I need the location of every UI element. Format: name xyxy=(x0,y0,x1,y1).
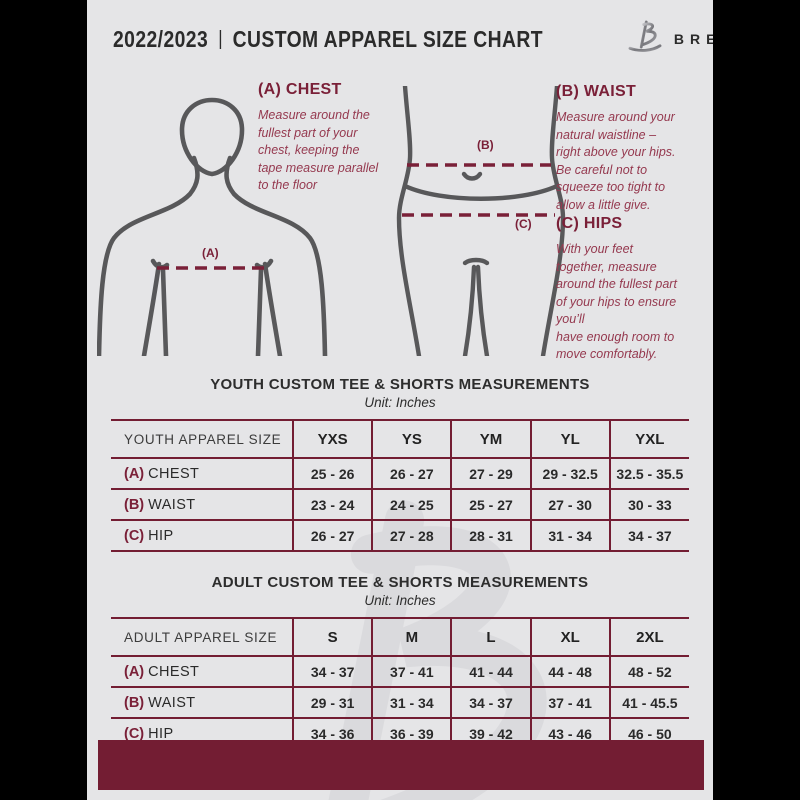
breakaway-b-logo-icon xyxy=(625,19,665,60)
header-separator: | xyxy=(218,27,223,50)
column-header: YM xyxy=(450,419,531,459)
row-label: (C) HIP xyxy=(111,519,294,552)
row-label: (B) WAIST xyxy=(111,488,294,521)
hips-instructions: (C) HIPS With your feet together, measur… xyxy=(556,215,713,364)
marker-a-label: (A) xyxy=(202,246,219,260)
table-cell: 44 - 48 xyxy=(529,655,610,688)
brand-block: BREAKAWAY xyxy=(625,19,713,60)
table-cell: 31 - 34 xyxy=(529,519,610,552)
row-name: CHEST xyxy=(148,465,200,482)
table-row: (A) CHEST 25 - 26 26 - 27 27 - 29 29 - 32… xyxy=(111,457,689,490)
column-header: S xyxy=(292,617,373,657)
table-cell: 27 - 29 xyxy=(450,457,531,490)
hips-heading: (C) HIPS xyxy=(556,215,623,232)
column-header: L xyxy=(450,617,531,657)
column-header: YS xyxy=(371,419,452,459)
row-label: (A) CHEST xyxy=(111,655,294,688)
row-key: (C) xyxy=(124,527,145,544)
column-header: ADULT APPAREL SIZE xyxy=(111,617,294,657)
waist-heading: (B) WAIST xyxy=(556,83,637,100)
row-key: (B) xyxy=(124,694,145,711)
table-cell: 41 - 45.5 xyxy=(608,686,689,719)
adult-table-unit: Unit: Inches xyxy=(364,593,436,608)
header-year: 2022/2023 xyxy=(113,25,209,52)
table-cell: 31 - 34 xyxy=(371,686,452,719)
table-cell: 25 - 27 xyxy=(450,488,531,521)
measurement-diagram-section: (A) (B) (C) (A) CHEST Measure around the… xyxy=(87,78,713,367)
column-header: YOUTH APPAREL SIZE xyxy=(111,419,294,459)
footer-accent-bar xyxy=(98,740,704,790)
table-cell: 41 - 44 xyxy=(450,655,531,688)
table-cell: 28 - 31 xyxy=(450,519,531,552)
table-row: (C) HIP 26 - 27 27 - 28 28 - 31 31 - 34 3… xyxy=(111,519,689,552)
row-name: HIP xyxy=(148,527,174,544)
table-cell: 29 - 31 xyxy=(292,686,373,719)
size-chart-page: 2022/2023 | CUSTOM APPAREL SIZE CHART xyxy=(87,0,713,800)
column-header: YXS xyxy=(292,419,373,459)
marker-b-label: (B) xyxy=(477,138,494,152)
table-cell: 37 - 41 xyxy=(371,655,452,688)
row-name: HIP xyxy=(148,725,174,742)
row-key: (A) xyxy=(124,663,145,680)
table-row: (B) WAIST 23 - 24 24 - 25 25 - 27 27 - 30… xyxy=(111,488,689,521)
table-cell: 48 - 52 xyxy=(608,655,689,688)
row-key: (A) xyxy=(124,465,145,482)
table-cell: 32.5 - 35.5 xyxy=(608,457,689,490)
row-label: (B) WAIST xyxy=(111,686,294,719)
table-cell: 27 - 30 xyxy=(529,488,610,521)
brand-name: BREAKAWAY xyxy=(673,31,713,47)
adult-size-table: ADULT APPAREL SIZE S M L XL 2XL (A) CHEST… xyxy=(111,617,689,750)
table-row: (A) CHEST 34 - 37 37 - 41 41 - 44 44 - 48… xyxy=(111,655,689,688)
youth-table-unit: Unit: Inches xyxy=(364,395,436,410)
page-header: 2022/2023 | CUSTOM APPAREL SIZE CHART xyxy=(87,0,713,78)
table-cell: 27 - 28 xyxy=(371,519,452,552)
adult-header-row: ADULT APPAREL SIZE S M L XL 2XL xyxy=(111,617,689,657)
row-key: (C) xyxy=(124,725,145,742)
row-name: CHEST xyxy=(148,663,200,680)
adult-table-title: ADULT CUSTOM TEE & SHORTS MEASUREMENTS xyxy=(211,574,589,591)
table-cell: 37 - 41 xyxy=(529,686,610,719)
chest-text: Measure around the fullest part of your … xyxy=(258,108,379,192)
lower-body-figure xyxy=(396,86,566,356)
table-cell: 34 - 37 xyxy=(608,519,689,552)
table-cell: 25 - 26 xyxy=(292,457,373,490)
table-cell: 26 - 27 xyxy=(371,457,452,490)
row-name: WAIST xyxy=(148,496,196,513)
column-header: YXL xyxy=(608,419,689,459)
table-cell: 23 - 24 xyxy=(292,488,373,521)
table-cell: 30 - 33 xyxy=(608,488,689,521)
column-header: M xyxy=(371,617,452,657)
chest-instructions: (A) CHEST Measure around the fullest par… xyxy=(258,81,408,195)
marker-c-label: (C) xyxy=(515,217,532,231)
header-title: CUSTOM APPAREL SIZE CHART xyxy=(232,25,543,52)
column-header: YL xyxy=(529,419,610,459)
row-key: (B) xyxy=(124,496,145,513)
table-cell: 34 - 37 xyxy=(450,686,531,719)
hips-text: With your feet together, measure around … xyxy=(556,242,677,361)
row-name: WAIST xyxy=(148,694,196,711)
column-header: XL xyxy=(529,617,610,657)
table-cell: 34 - 37 xyxy=(292,655,373,688)
youth-size-table: YOUTH APPAREL SIZE YXS YS YM YL YXL (A) C… xyxy=(111,419,689,552)
row-label: (A) CHEST xyxy=(111,457,294,490)
size-tables-section: YOUTH CUSTOM TEE & SHORTS MEASUREMENTS U… xyxy=(87,376,713,750)
torso-figure xyxy=(97,97,328,356)
youth-header-row: YOUTH APPAREL SIZE YXS YS YM YL YXL xyxy=(111,419,689,459)
chest-heading: (A) CHEST xyxy=(258,81,342,98)
page-title: 2022/2023 | CUSTOM APPAREL SIZE CHART xyxy=(113,26,543,53)
waist-instructions: (B) WAIST Measure around your natural wa… xyxy=(556,83,713,214)
table-cell: 29 - 32.5 xyxy=(529,457,610,490)
waist-text: Measure around your natural waistline – … xyxy=(556,110,676,212)
youth-table-title: YOUTH CUSTOM TEE & SHORTS MEASUREMENTS xyxy=(210,376,590,393)
table-row: (B) WAIST 29 - 31 31 - 34 34 - 37 37 - 41… xyxy=(111,686,689,719)
table-cell: 24 - 25 xyxy=(371,488,452,521)
table-cell: 26 - 27 xyxy=(292,519,373,552)
column-header: 2XL xyxy=(608,617,689,657)
